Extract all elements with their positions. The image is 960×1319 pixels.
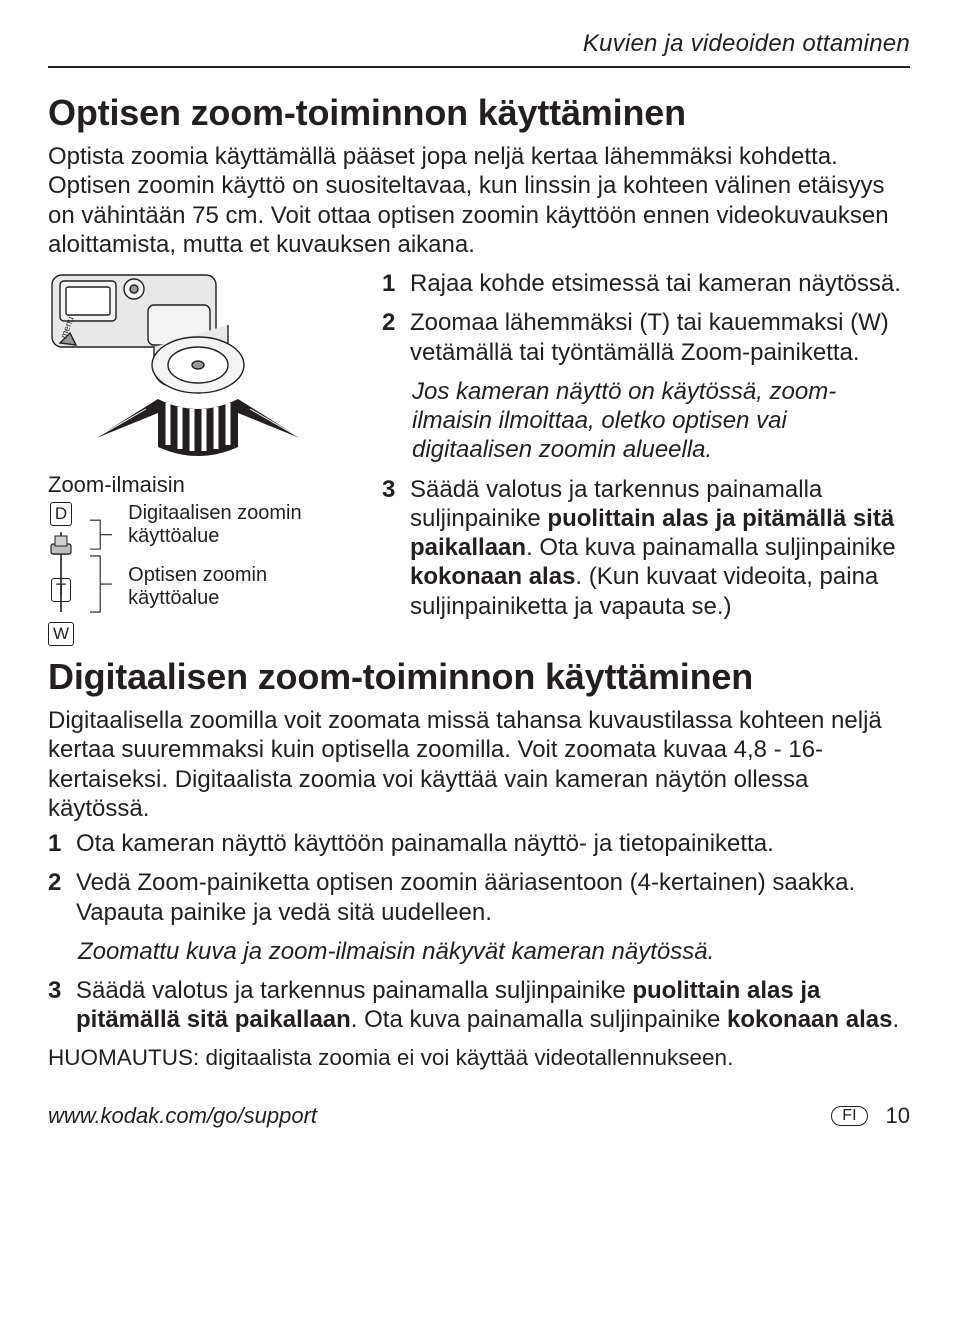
t: Säädä valotus ja tarkennus painamalla su… bbox=[76, 977, 632, 1004]
s2-steps: 1 Ota kameran näyttö käyttöön painamalla… bbox=[48, 829, 910, 927]
s1-step2-note: Jos kameran näyttö on käytössä, zoom-ilm… bbox=[412, 377, 910, 465]
zoom-indicator-label: Zoom-ilmaisin bbox=[48, 472, 358, 498]
scale-d: D bbox=[50, 502, 72, 526]
scale-letters: D T W bbox=[48, 502, 74, 598]
range-digital-label: Digitaalisen zoomin käyttöalue bbox=[128, 502, 358, 548]
page-footer: www.kodak.com/go/support FI 10 bbox=[48, 1103, 910, 1129]
range-optical-label: Optisen zoomin käyttöalue bbox=[128, 564, 358, 610]
step-num: 1 bbox=[48, 829, 66, 858]
section2-title: Digitaalisen zoom-toiminnon käyttäminen bbox=[48, 656, 910, 698]
step-num: 3 bbox=[382, 475, 400, 621]
step-num: 2 bbox=[382, 308, 400, 367]
s2-steps-cont: 3 Säädä valotus ja tarkennus painamalla … bbox=[48, 976, 910, 1035]
section1-intro: Optista zoomia käyttämällä pääset jopa n… bbox=[48, 142, 910, 259]
range-labels: Digitaalisen zoomin käyttöalue Optisen z… bbox=[128, 502, 358, 610]
section1-title: Optisen zoom-toiminnon käyttäminen bbox=[48, 92, 910, 134]
page-number: 10 bbox=[886, 1103, 910, 1129]
s1-step1: 1 Rajaa kohde etsimessä tai kameran näyt… bbox=[382, 269, 910, 298]
footer-right: FI 10 bbox=[831, 1103, 910, 1129]
step-text: Vedä Zoom-painiketta optisen zoomin ääri… bbox=[76, 868, 910, 927]
section1-columns: menu Zoom-ilmaisin D T W bbox=[48, 269, 910, 632]
s2-step2-note: Zoomattu kuva ja zoom-ilmaisin näkyvät k… bbox=[78, 937, 910, 966]
s2-step2: 2 Vedä Zoom-painiketta optisen zoomin ää… bbox=[48, 868, 910, 927]
scale-w: W bbox=[48, 622, 74, 646]
illustration-column: menu Zoom-ilmaisin D T W bbox=[48, 269, 358, 632]
scale-t: T bbox=[51, 578, 71, 602]
t: . Ota kuva painamalla suljinpainike bbox=[526, 534, 896, 561]
step-text: Säädä valotus ja tarkennus painamalla su… bbox=[410, 475, 910, 621]
s1-step2: 2 Zoomaa lähemmäksi (T) tai kauemmaksi (… bbox=[382, 308, 910, 367]
t-bold: kokonaan alas bbox=[410, 563, 575, 590]
footer-url: www.kodak.com/go/support bbox=[48, 1103, 317, 1129]
lang-pill: FI bbox=[831, 1106, 867, 1126]
camera-illustration: menu bbox=[48, 269, 328, 459]
t-bold: kokonaan alas bbox=[727, 1006, 892, 1033]
t: . bbox=[892, 1006, 899, 1033]
section2-intro: Digitaalisella zoomilla voit zoomata mis… bbox=[48, 706, 910, 823]
zoom-indicator-diagram: D T W Digitaalisen zoomin käyttöalue Opt… bbox=[48, 502, 358, 632]
s2-step3: 3 Säädä valotus ja tarkennus painamalla … bbox=[48, 976, 910, 1035]
step-num: 2 bbox=[48, 868, 66, 927]
step-text: Säädä valotus ja tarkennus painamalla su… bbox=[76, 976, 910, 1035]
step-num: 1 bbox=[382, 269, 400, 298]
breadcrumb: Kuvien ja videoiden ottaminen bbox=[48, 30, 910, 58]
step-text: Rajaa kohde etsimessä tai kameran näytös… bbox=[410, 269, 910, 298]
s1-steps-cont: 3 Säädä valotus ja tarkennus painamalla … bbox=[382, 475, 910, 621]
steps-column: 1 Rajaa kohde etsimessä tai kameran näyt… bbox=[382, 269, 910, 632]
arrow-icon bbox=[94, 399, 302, 456]
range-brackets bbox=[90, 502, 112, 632]
s1-steps: 1 Rajaa kohde etsimessä tai kameran näyt… bbox=[382, 269, 910, 367]
section2-note: HUOMAUTUS: digitaalista zoomia ei voi kä… bbox=[48, 1045, 910, 1071]
s2-step1: 1 Ota kameran näyttö käyttöön painamalla… bbox=[48, 829, 910, 858]
header-rule bbox=[48, 66, 910, 68]
t: . Ota kuva painamalla suljinpainike bbox=[351, 1006, 727, 1033]
step-text: Zoomaa lähemmäksi (T) tai kauemmaksi (W)… bbox=[410, 308, 910, 367]
step-text: Ota kameran näyttö käyttöön painamalla n… bbox=[76, 829, 910, 858]
s1-step3: 3 Säädä valotus ja tarkennus painamalla … bbox=[382, 475, 910, 621]
step-num: 3 bbox=[48, 976, 66, 1035]
